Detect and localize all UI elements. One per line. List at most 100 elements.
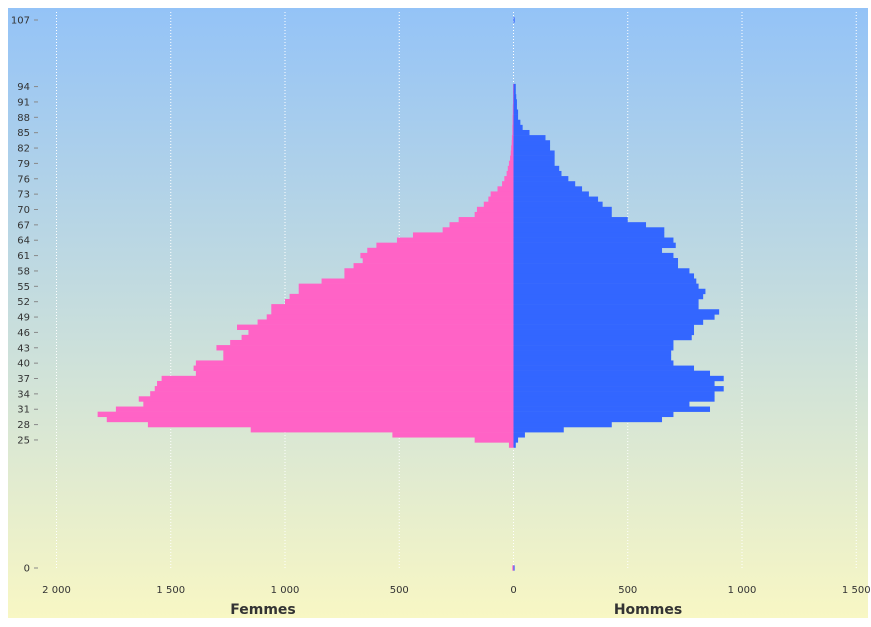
bar-femmes-93 <box>513 89 514 95</box>
y-tick-label: 88 <box>17 113 30 124</box>
y-tick-label: 34 <box>17 389 30 400</box>
y-tick-label: 82 <box>17 144 30 155</box>
bar-femmes-71 <box>483 201 514 208</box>
bar-femmes-60 <box>362 258 514 264</box>
y-tick-label: 49 <box>17 313 30 324</box>
bar-femmes-46 <box>248 329 514 336</box>
bar-hommes-29 <box>513 416 663 423</box>
bar-femmes-84 <box>511 135 514 141</box>
x-tick-label: 1 000 <box>271 585 300 596</box>
bar-femmes-87 <box>512 119 514 126</box>
bar-femmes-66 <box>442 227 514 233</box>
bar-femmes-47 <box>237 324 514 330</box>
bar-hommes-24 <box>513 442 516 448</box>
bar-hommes-50 <box>513 309 720 315</box>
bar-femmes-52 <box>285 298 514 305</box>
bar-femmes-33 <box>138 396 514 402</box>
bar-hommes-48 <box>513 319 704 325</box>
bar-hommes-67 <box>513 222 647 228</box>
bar-hommes-77 <box>513 170 562 177</box>
y-tick-label: 85 <box>17 128 30 139</box>
y-tick-label: 79 <box>17 159 30 170</box>
bar-hommes-86 <box>513 124 523 131</box>
bar-hommes-54 <box>513 288 706 295</box>
bar-femmes-37 <box>161 375 514 382</box>
bar-hommes-32 <box>513 401 690 407</box>
bar-femmes-83 <box>511 140 514 146</box>
x-axis-title-left: Femmes <box>230 602 296 618</box>
bar-hommes-76 <box>513 176 569 182</box>
bar-femmes-69 <box>474 211 514 218</box>
bar-hommes-89 <box>513 109 519 115</box>
bar-femmes-43 <box>216 345 514 351</box>
x-axis-ticks: 2 000 1 500 1 000 500 0 500 1 000 1 500 <box>42 585 870 596</box>
bar-hommes-68 <box>513 217 628 223</box>
bar-femmes-44 <box>230 339 514 346</box>
bar-femmes-61 <box>360 252 514 259</box>
bar-hommes-44 <box>513 339 674 346</box>
bar-hommes-56 <box>513 278 697 284</box>
bar-femmes-81 <box>510 150 514 156</box>
bar-hommes-75 <box>513 181 576 187</box>
bar-hommes-31 <box>513 406 711 412</box>
bar-femmes-38 <box>195 370 514 377</box>
bar-hommes-58 <box>513 268 690 274</box>
bar-femmes-24 <box>508 442 514 448</box>
bar-hommes-70 <box>513 206 612 213</box>
bar-femmes-57 <box>344 273 514 279</box>
bar-hommes-51 <box>513 304 699 310</box>
y-axis-ticks: 107 94 91 88 85 82 79 76 73 70 67 64 61 58 55 52 49 46 43 4… <box>11 16 38 575</box>
bar-hommes-73 <box>513 191 589 197</box>
bar-hommes-71 <box>513 201 603 208</box>
bar-hommes-36 <box>513 380 715 387</box>
y-tick-label: 73 <box>17 190 30 201</box>
bar-femmes-25 <box>474 437 514 443</box>
series-hommes <box>513 17 724 571</box>
bar-femmes-56 <box>321 278 514 284</box>
series-femmes <box>97 17 514 571</box>
y-tick-label: 43 <box>17 343 30 354</box>
bar-femmes-27 <box>250 427 514 433</box>
bar-femmes-55 <box>298 283 514 290</box>
bar-femmes-89 <box>512 109 514 115</box>
bar-femmes-74 <box>497 186 514 192</box>
bar-hommes-25 <box>513 437 519 443</box>
x-tick-label: 2 000 <box>42 585 71 596</box>
y-tick-label: 76 <box>17 174 30 185</box>
bar-femmes-67 <box>449 222 514 228</box>
bar-femmes-75 <box>502 181 514 187</box>
bar-femmes-26 <box>392 432 514 438</box>
bar-femmes-88 <box>512 114 514 120</box>
bar-hommes-41 <box>513 355 672 361</box>
x-tick-label: 1 000 <box>728 585 757 596</box>
bar-hommes-64 <box>513 237 674 243</box>
bar-femmes-72 <box>488 196 514 202</box>
y-tick-label: 91 <box>17 97 30 108</box>
bar-hommes-74 <box>513 186 583 192</box>
y-tick-label: 40 <box>17 359 30 370</box>
bar-hommes-80 <box>513 155 555 161</box>
y-tick-label: 94 <box>17 82 30 93</box>
bar-hommes-94 <box>513 83 516 90</box>
bar-hommes-62 <box>513 247 663 254</box>
bar-femmes-41 <box>223 355 514 361</box>
bar-hommes-66 <box>513 227 665 233</box>
bar-hommes-107 <box>513 17 515 23</box>
bar-hommes-79 <box>513 160 555 167</box>
bar-femmes-92 <box>513 94 514 100</box>
bar-hommes-87 <box>513 119 521 126</box>
bar-hommes-33 <box>513 396 715 402</box>
bar-hommes-83 <box>513 140 551 146</box>
x-tick-label: 0 <box>510 585 516 596</box>
bar-femmes-34 <box>150 391 514 397</box>
y-tick-label: 61 <box>17 251 30 262</box>
bar-femmes-90 <box>512 104 514 110</box>
bar-femmes-68 <box>458 217 514 223</box>
x-tick-label: 1 500 <box>156 585 185 596</box>
bar-femmes-0 <box>512 565 514 571</box>
y-tick-label: 37 <box>17 374 30 385</box>
bar-femmes-54 <box>298 288 514 295</box>
x-tick-label: 1 500 <box>842 585 871 596</box>
bar-femmes-50 <box>271 309 514 315</box>
bar-femmes-51 <box>271 304 514 310</box>
